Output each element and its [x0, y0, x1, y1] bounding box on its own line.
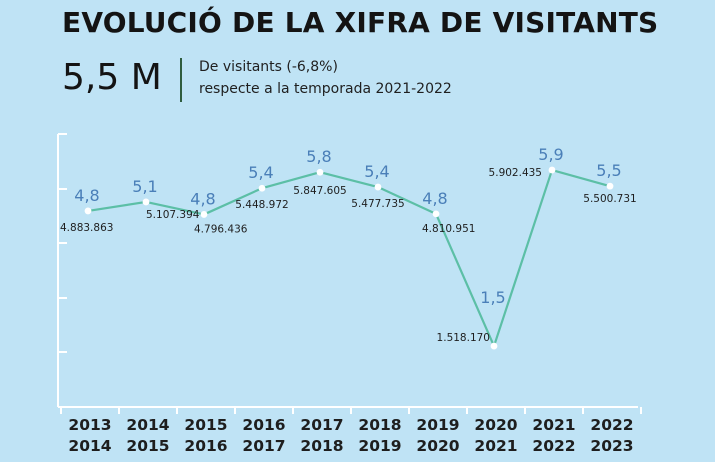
- data-point-2016: [258, 184, 266, 192]
- raw-value-label-2016: 5.448.972: [235, 199, 288, 211]
- value-label-2020: 1,5: [480, 288, 505, 307]
- data-point-2013: [84, 207, 92, 215]
- x-tick-label-2014-line-2: 2015: [126, 437, 169, 455]
- raw-value-label-2015: 4.796.436: [194, 223, 248, 235]
- data-point-2019: [432, 210, 440, 218]
- kpi-description-line-1: De visitants (-6,8%): [199, 59, 338, 75]
- data-point-2015: [200, 211, 208, 218]
- x-tick-label-2015-line-1: 2015: [184, 416, 227, 434]
- data-point-2018: [374, 183, 382, 191]
- value-label-2022: 5,5: [596, 161, 621, 180]
- kpi-description-line-2: respecte a la temporada 2021-2022: [199, 81, 452, 97]
- value-label-2013: 4,8: [74, 186, 99, 205]
- total-visitors-value: 5,5 M: [62, 57, 162, 98]
- data-point-2017: [316, 168, 324, 176]
- value-label-2019: 4,8: [422, 189, 447, 208]
- x-tick-label-2021-line-1: 2021: [532, 416, 575, 434]
- data-point-2021: [548, 166, 556, 174]
- data-point-2020: [490, 342, 498, 350]
- value-label-2015: 4,8: [190, 189, 215, 208]
- raw-value-label-2022: 5.500.731: [583, 193, 636, 205]
- x-tick-label-2019-line-1: 2019: [416, 416, 459, 434]
- x-tick-label-2015-line-2: 2016: [184, 437, 227, 455]
- x-tick-label-2016-line-1: 2016: [242, 416, 285, 434]
- raw-value-label-2021: 5.902.435: [489, 167, 542, 179]
- kpi-divider: [180, 58, 182, 102]
- raw-value-label-2020: 1.518.170: [437, 332, 490, 344]
- x-tick-label-2021-line-2: 2022: [532, 437, 575, 455]
- raw-value-label-2013: 4.883.863: [60, 222, 113, 234]
- x-tick-label-2013-line-2: 2014: [68, 437, 111, 455]
- raw-value-label-2019: 4.810.951: [422, 223, 475, 235]
- x-tick-label-2020-line-1: 2020: [474, 416, 517, 434]
- series-line: [87, 168, 611, 348]
- x-tick-label-2020-line-2: 2021: [474, 437, 517, 455]
- value-label-2016: 5,4: [248, 163, 273, 182]
- chart-title: EVOLUCIÓ DE LA XIFRA DE VISITANTS: [62, 6, 659, 39]
- x-tick-label-2014-line-1: 2014: [126, 416, 169, 434]
- x-tick-label-2022-line-2: 2023: [590, 437, 633, 455]
- value-label-2014: 5,1: [132, 177, 157, 196]
- value-label-2021: 5,9: [538, 145, 563, 164]
- x-tick-label-2019-line-2: 2020: [416, 437, 459, 455]
- data-point-2022: [606, 182, 614, 190]
- raw-value-label-2014: 5.107.394: [146, 209, 200, 221]
- value-label-2017: 5,8: [306, 147, 331, 166]
- kpi-description: De visitants (-6,8%) respecte a la tempo…: [199, 56, 452, 100]
- x-tick-label-2017-line-2: 2018: [300, 437, 343, 455]
- x-tick-label-2017-line-1: 2017: [300, 416, 343, 434]
- raw-value-label-2018: 5.477.735: [351, 198, 404, 210]
- data-point-2014: [142, 198, 150, 206]
- x-tick-label-2018-line-1: 2018: [358, 416, 401, 434]
- x-tick-label-2016-line-2: 2017: [242, 437, 285, 455]
- raw-value-label-2017: 5.847.605: [293, 185, 346, 197]
- x-tick-label-2018-line-2: 2019: [358, 437, 401, 455]
- x-tick-label-2013-line-1: 2013: [68, 416, 111, 434]
- value-label-2018: 5,4: [364, 162, 389, 181]
- x-tick-label-2022-line-1: 2022: [590, 416, 633, 434]
